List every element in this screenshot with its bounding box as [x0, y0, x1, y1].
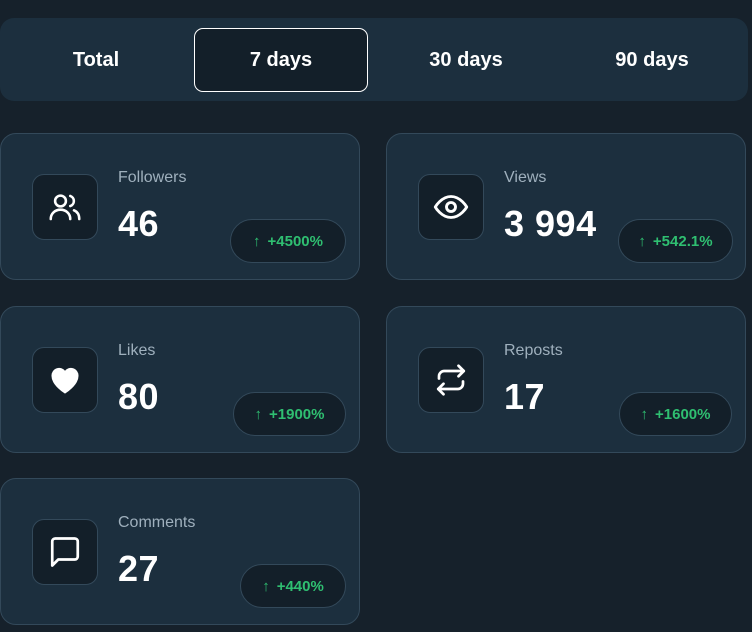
arrow-up-icon: ↑: [262, 577, 270, 595]
change-badge: ↑ +1600%: [619, 392, 732, 436]
period-tabs: Total 7 days 30 days 90 days: [0, 18, 748, 101]
change-value: +1900%: [269, 405, 325, 423]
stat-card-comments: Comments 27 ↑ +440%: [0, 478, 360, 625]
stat-card-likes: Likes 80 ↑ +1900%: [0, 306, 360, 453]
change-badge: ↑ +440%: [240, 564, 346, 608]
tab-30-days[interactable]: 30 days: [429, 48, 503, 71]
stat-value: 27: [118, 548, 160, 589]
change-value: +440%: [276, 577, 324, 595]
change-value: +542.1%: [652, 232, 713, 250]
stat-value: 17: [504, 376, 546, 417]
change-badge: ↑ +1900%: [233, 392, 346, 436]
arrow-up-icon: ↑: [640, 405, 649, 423]
followers-icon-box: [32, 174, 98, 240]
likes-icon-box: [32, 347, 98, 413]
change-badge: ↑ +4500%: [230, 219, 346, 263]
arrow-up-icon: ↑: [638, 232, 646, 250]
tab-total[interactable]: Total: [72, 48, 120, 71]
change-value: +1600%: [655, 405, 711, 423]
eye-icon: [433, 195, 469, 219]
arrow-up-icon: ↑: [254, 405, 263, 423]
tab-90-days[interactable]: 90 days: [615, 48, 689, 71]
tab-7-days[interactable]: 7 days: [194, 28, 368, 92]
stat-label: Views: [504, 169, 547, 186]
stat-card-followers: Followers 46 ↑ +4500%: [0, 133, 360, 280]
stat-label: Comments: [118, 514, 196, 531]
comment-icon: [50, 537, 80, 567]
stat-value: 46: [118, 203, 160, 244]
comments-icon-box: [32, 519, 98, 585]
stat-card-reposts: Reposts 17 ↑ +1600%: [386, 306, 746, 453]
arrow-up-icon: ↑: [253, 232, 261, 250]
views-icon-box: [418, 174, 484, 240]
change-value: +4500%: [267, 232, 323, 250]
reposts-icon-box: [418, 347, 484, 413]
change-badge: ↑ +542.1%: [618, 219, 733, 263]
stat-card-views: Views 3 994 ↑ +542.1%: [386, 133, 746, 280]
users-icon: [49, 194, 81, 221]
stat-value: 80: [118, 376, 160, 417]
stat-value: 3 994: [504, 203, 597, 244]
stat-label: Likes: [118, 342, 156, 359]
heart-icon: [51, 367, 79, 394]
stat-label: Followers: [118, 169, 187, 186]
stat-label: Reposts: [504, 342, 563, 359]
repost-icon: [436, 364, 466, 396]
